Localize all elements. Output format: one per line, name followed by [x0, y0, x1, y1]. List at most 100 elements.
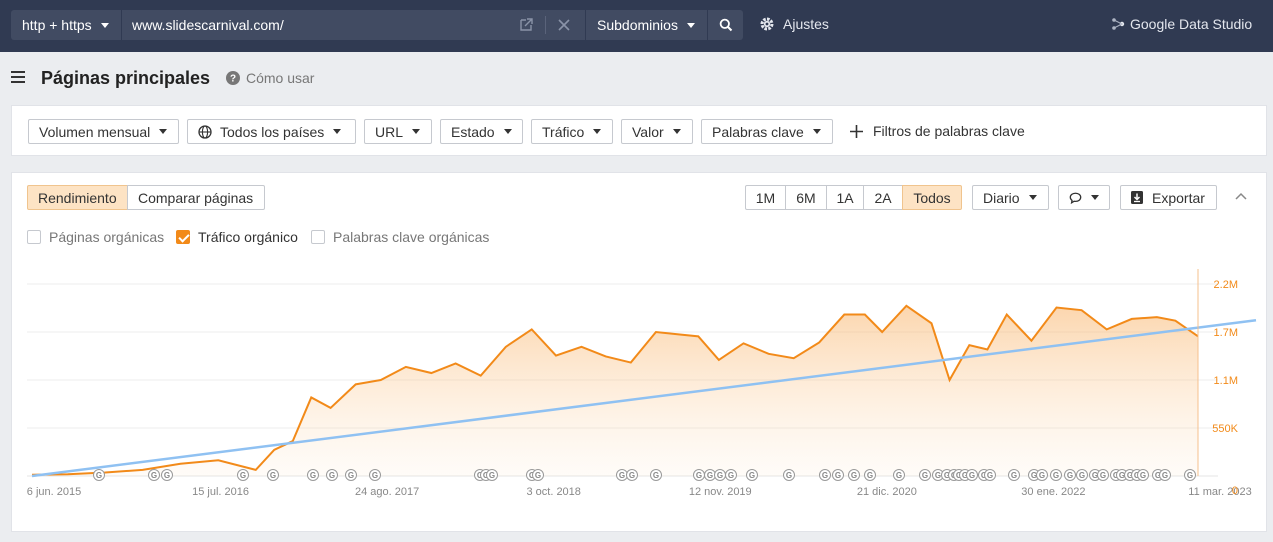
- marker-circle: [1097, 469, 1109, 481]
- google-update-marker: G: [714, 469, 726, 481]
- how-to-link[interactable]: ? Cómo usar: [226, 70, 314, 86]
- tab-compare[interactable]: Comparar páginas: [127, 185, 265, 210]
- checkbox-label: Tráfico orgánico: [198, 229, 298, 245]
- google-update-marker: G: [819, 469, 831, 481]
- google-update-marker: G: [626, 469, 638, 481]
- filter-traffic[interactable]: Tráfico: [531, 119, 613, 144]
- marker-label: G: [1067, 471, 1073, 480]
- plus-icon: [850, 124, 863, 138]
- marker-circle: [919, 469, 931, 481]
- google-update-marker: G: [486, 469, 498, 481]
- url-input[interactable]: www.slidescarnival.com/: [122, 10, 585, 40]
- marker-label: G: [696, 471, 702, 480]
- top-bar: http + https www.slidescarnival.com/ Sub…: [0, 0, 1273, 52]
- mode-select[interactable]: Subdominios: [586, 10, 707, 40]
- download-icon: [1131, 191, 1143, 204]
- tab-performance[interactable]: Rendimiento: [27, 185, 128, 210]
- google-update-marker: G: [984, 469, 996, 481]
- interval-select[interactable]: Diario: [972, 185, 1049, 210]
- y-tick-label: 0: [1232, 485, 1238, 497]
- globe-icon: [198, 124, 212, 139]
- filter-url[interactable]: URL: [364, 119, 432, 144]
- url-value: www.slidescarnival.com/: [132, 17, 284, 33]
- google-update-marker: G: [783, 469, 795, 481]
- marker-circle: [893, 469, 905, 481]
- google-update-marker: G: [161, 469, 173, 481]
- filter-volume[interactable]: Volumen mensual: [28, 119, 179, 144]
- filter-status[interactable]: Estado: [440, 119, 523, 144]
- marker-label: G: [653, 471, 659, 480]
- marker-circle: [307, 469, 319, 481]
- marker-label: G: [835, 471, 841, 480]
- annotations-button[interactable]: [1058, 185, 1110, 210]
- filter-label: Volumen mensual: [39, 123, 151, 140]
- interval-label: Diario: [983, 189, 1020, 206]
- marker-label: G: [1039, 471, 1045, 480]
- hamburger-menu-icon[interactable]: [11, 71, 25, 83]
- protocol-select[interactable]: http + https: [11, 10, 121, 40]
- marker-label: G: [348, 471, 354, 480]
- marker-label: G: [786, 471, 792, 480]
- marker-circle: [267, 469, 279, 481]
- chevron-up-icon[interactable]: [1235, 192, 1247, 200]
- range-label: Todos: [913, 189, 951, 206]
- google-update-marker: G: [1184, 469, 1196, 481]
- filter-label: Valor: [632, 123, 664, 140]
- external-link-icon[interactable]: [518, 17, 534, 33]
- marker-label: G: [1127, 471, 1133, 480]
- checkbox-organic-pages[interactable]: Páginas orgánicas: [27, 229, 164, 245]
- marker-label: G: [372, 471, 378, 480]
- marker-circle: [966, 469, 978, 481]
- google-update-marker: G: [704, 469, 716, 481]
- google-data-studio-link[interactable]: Google Data Studio: [1111, 16, 1252, 32]
- marker-circle: [326, 469, 338, 481]
- range-all[interactable]: Todos: [902, 185, 962, 210]
- marker-label: G: [483, 471, 489, 480]
- marker-label: G: [164, 471, 170, 480]
- marker-label: G: [728, 471, 734, 480]
- chevron-down-icon: [100, 22, 109, 28]
- x-tick-label: 30 ene. 2022: [1021, 486, 1085, 498]
- add-keyword-filter-button[interactable]: Filtros de palabras clave: [850, 123, 1025, 139]
- checkbox-label: Palabras clave orgánicas: [333, 229, 490, 245]
- x-tick-label: 6 jun. 2015: [27, 486, 81, 498]
- search-button[interactable]: [708, 10, 743, 40]
- protocol-label: http + https: [22, 17, 92, 33]
- close-icon[interactable]: [556, 17, 572, 33]
- x-tick-label: 15 jul. 2016: [192, 486, 249, 498]
- comment-icon: [1069, 192, 1082, 204]
- marker-label: G: [529, 471, 535, 480]
- checkbox-organic-keywords[interactable]: Palabras clave orgánicas: [311, 229, 489, 245]
- marker-label: G: [896, 471, 902, 480]
- google-update-marker: G: [1064, 469, 1076, 481]
- google-update-marker: G: [1137, 469, 1149, 481]
- export-label: Exportar: [1152, 189, 1205, 206]
- marker-label: G: [944, 471, 950, 480]
- marker-label: G: [1011, 471, 1017, 480]
- filter-country[interactable]: Todos los países: [187, 119, 356, 144]
- y-tick-label: 1.7M: [1214, 327, 1238, 339]
- chevron-down-icon: [503, 129, 512, 134]
- performance-panel: Rendimiento Comparar páginas 1M 6M 1A 2A…: [11, 172, 1267, 532]
- marker-label: G: [962, 471, 968, 480]
- filter-value[interactable]: Valor: [621, 119, 693, 144]
- range-1m[interactable]: 1M: [745, 185, 786, 210]
- chevron-down-icon: [686, 22, 695, 28]
- checkbox-organic-traffic[interactable]: Tráfico orgánico: [176, 229, 298, 245]
- filter-label: URL: [375, 123, 404, 140]
- export-button[interactable]: Exportar: [1120, 185, 1217, 210]
- settings-link[interactable]: Ajustes: [759, 16, 829, 32]
- x-tick-label: 12 nov. 2019: [689, 486, 752, 498]
- marker-circle: [819, 469, 831, 481]
- range-label: 2A: [874, 189, 892, 206]
- google-update-marker: G: [725, 469, 737, 481]
- filter-keywords[interactable]: Palabras clave: [701, 119, 833, 144]
- marker-label: G: [1092, 471, 1098, 480]
- x-tick-label: 11 mar. 2023: [1188, 486, 1251, 498]
- google-update-marker: G: [864, 469, 876, 481]
- range-6m[interactable]: 6M: [785, 185, 827, 210]
- chevron-down-icon: [1091, 195, 1099, 200]
- url-divider: [545, 16, 546, 34]
- google-update-marker: G: [1097, 469, 1109, 481]
